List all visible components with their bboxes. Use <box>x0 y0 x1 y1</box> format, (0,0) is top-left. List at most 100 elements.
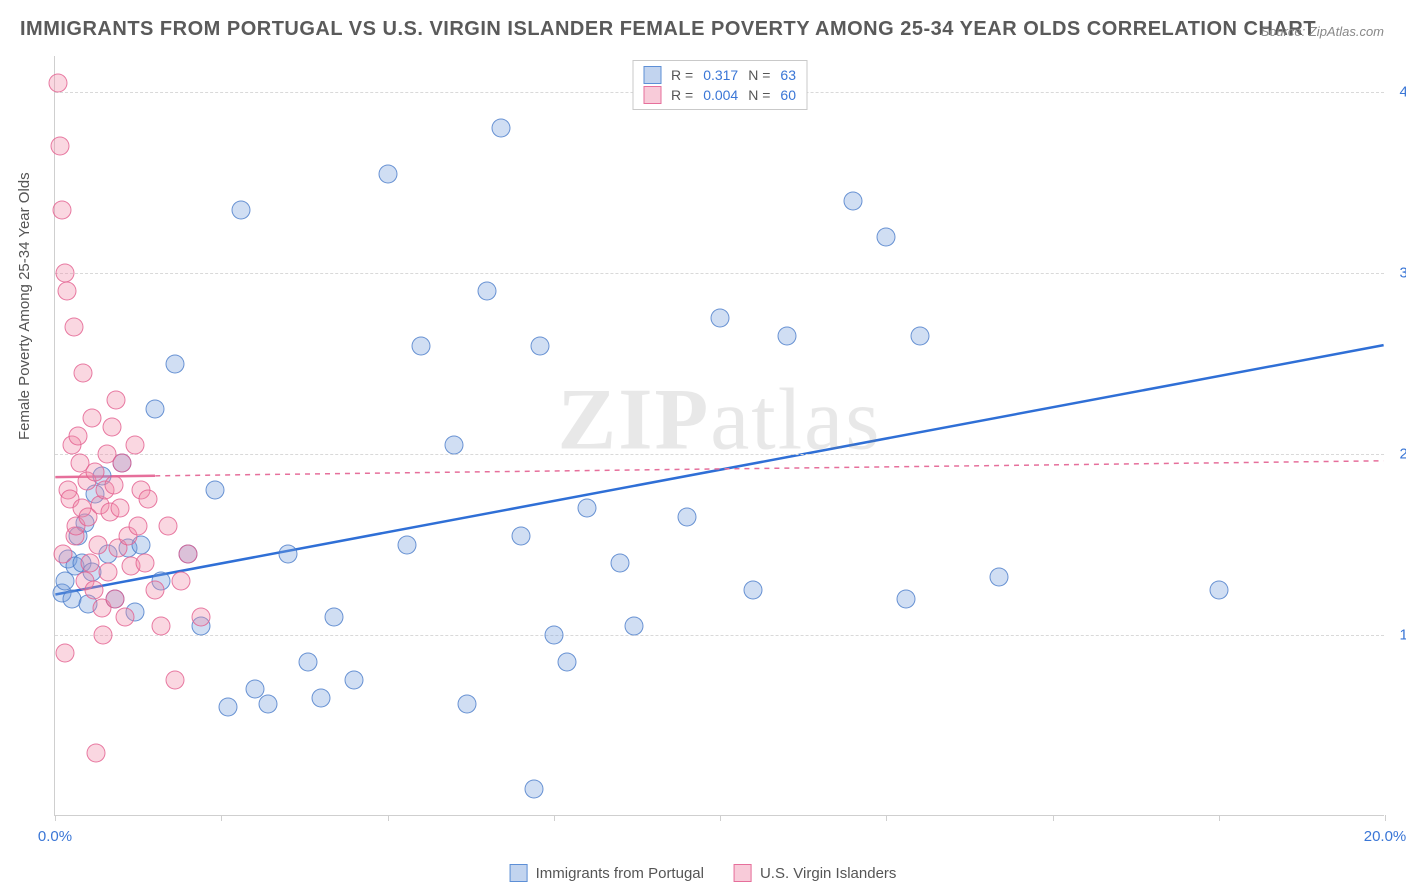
data-point <box>55 264 74 283</box>
data-point <box>325 607 344 626</box>
data-point <box>205 481 224 500</box>
legend-label-blue: Immigrants from Portugal <box>536 865 704 882</box>
data-point <box>89 535 108 554</box>
data-point <box>51 137 70 156</box>
data-point <box>135 553 154 572</box>
data-point <box>179 544 198 563</box>
data-point <box>80 553 99 572</box>
data-point <box>611 553 630 572</box>
r-value-pink: 0.004 <box>703 87 738 103</box>
data-point <box>52 200 71 219</box>
data-point <box>105 589 124 608</box>
data-point <box>53 544 72 563</box>
r-label: R = <box>671 87 693 103</box>
data-point <box>511 526 530 545</box>
data-point <box>145 399 164 418</box>
n-value-pink: 60 <box>780 87 796 103</box>
x-tick-label: 20.0% <box>1364 828 1406 845</box>
data-point <box>458 694 477 713</box>
data-point <box>99 562 118 581</box>
y-tick-label: 20.0% <box>1388 446 1406 463</box>
data-point <box>312 689 331 708</box>
legend-row-blue: R = 0.317 N = 63 <box>643 65 796 85</box>
data-point <box>115 607 134 626</box>
data-point <box>411 336 430 355</box>
data-point <box>139 490 158 509</box>
data-point <box>877 227 896 246</box>
legend-item-blue: Immigrants from Portugal <box>510 864 704 882</box>
y-tick-label: 10.0% <box>1388 627 1406 644</box>
data-point <box>558 653 577 672</box>
x-tick-mark <box>221 815 222 821</box>
r-label: R = <box>671 67 693 83</box>
x-tick-mark <box>1219 815 1220 821</box>
chart-title: IMMIGRANTS FROM PORTUGAL VS U.S. VIRGIN … <box>20 18 1316 41</box>
watermark: ZIPatlas <box>558 370 882 471</box>
n-value-blue: 63 <box>780 67 796 83</box>
data-point <box>85 463 104 482</box>
data-point <box>491 119 510 138</box>
data-point <box>278 544 297 563</box>
data-point <box>298 653 317 672</box>
data-point <box>218 698 237 717</box>
n-label: N = <box>748 87 770 103</box>
legend-label-pink: U.S. Virgin Islanders <box>760 865 896 882</box>
swatch-blue-icon <box>643 66 661 84</box>
data-point <box>910 327 929 346</box>
source-attribution: Source: ZipAtlas.com <box>1260 24 1384 39</box>
series-legend: Immigrants from Portugal U.S. Virgin Isl… <box>510 864 897 882</box>
y-axis-label: Female Poverty Among 25-34 Year Olds <box>16 172 33 440</box>
gridline-h <box>55 454 1384 455</box>
data-point <box>129 517 148 536</box>
x-tick-mark <box>55 815 56 821</box>
data-point <box>145 580 164 599</box>
data-point <box>897 589 916 608</box>
legend-item-pink: U.S. Virgin Islanders <box>734 864 896 882</box>
data-point <box>87 743 106 762</box>
data-point <box>93 626 112 645</box>
x-tick-mark <box>1385 815 1386 821</box>
data-point <box>711 309 730 328</box>
data-point <box>49 74 68 93</box>
correlation-legend: R = 0.317 N = 63 R = 0.004 N = 60 <box>632 60 807 110</box>
data-point <box>102 417 121 436</box>
x-tick-mark <box>886 815 887 821</box>
data-point <box>64 318 83 337</box>
data-point <box>844 191 863 210</box>
data-point <box>345 671 364 690</box>
r-value-blue: 0.317 <box>703 67 738 83</box>
data-point <box>165 354 184 373</box>
gridline-h <box>55 635 1384 636</box>
data-point <box>398 535 417 554</box>
data-point <box>744 580 763 599</box>
data-point <box>104 475 123 494</box>
data-point <box>524 779 543 798</box>
data-point <box>624 617 643 636</box>
data-point <box>165 671 184 690</box>
x-tick-mark <box>720 815 721 821</box>
data-point <box>107 390 126 409</box>
x-tick-mark <box>554 815 555 821</box>
x-tick-mark <box>388 815 389 821</box>
trend-lines <box>55 56 1384 815</box>
swatch-pink-icon <box>643 86 661 104</box>
data-point <box>84 580 103 599</box>
swatch-blue-icon <box>510 864 528 882</box>
data-point <box>258 694 277 713</box>
x-tick-label: 0.0% <box>38 828 72 845</box>
data-point <box>73 363 92 382</box>
data-point <box>69 427 88 446</box>
data-point <box>677 508 696 527</box>
data-point <box>57 282 76 301</box>
data-point <box>192 607 211 626</box>
data-point <box>777 327 796 346</box>
data-point <box>990 568 1009 587</box>
data-point <box>172 571 191 590</box>
legend-row-pink: R = 0.004 N = 60 <box>643 85 796 105</box>
scatter-chart: R = 0.317 N = 63 R = 0.004 N = 60 ZIPatl… <box>54 56 1384 816</box>
data-point <box>82 408 101 427</box>
data-point <box>125 436 144 455</box>
data-point <box>111 499 130 518</box>
data-point <box>531 336 550 355</box>
data-point <box>55 644 74 663</box>
